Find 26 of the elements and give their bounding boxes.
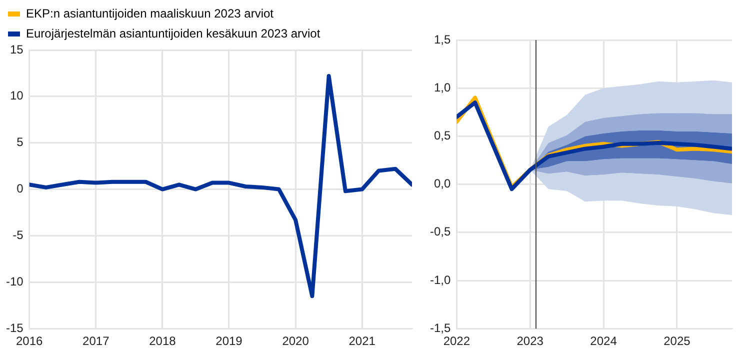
x-tick-label: 2023 — [516, 334, 544, 348]
y-tick-label: 10 — [10, 88, 24, 103]
x-tick-label: 2017 — [82, 334, 110, 348]
y-tick-label: 0 — [16, 182, 24, 196]
y-tick-label: -1,0 — [430, 272, 451, 287]
y-tick-label: 1,0 — [434, 80, 451, 94]
y-tick-label: 0,5 — [434, 128, 451, 143]
x-tick-label: 2021 — [348, 334, 376, 348]
y-tick-label: -10 — [6, 274, 24, 288]
x-tick-label: 2025 — [664, 334, 691, 348]
x-tick-label: 2019 — [216, 334, 243, 348]
y-tick-label: 0,0 — [434, 176, 451, 191]
x-tick-label: 2018 — [149, 334, 176, 348]
y-tick-label: 1,5 — [434, 32, 451, 46]
legend-label: Eurojärjestelmän asiantuntijoiden kesäkuun 2023 arviot — [26, 26, 321, 40]
y-tick-label: -15 — [6, 320, 24, 335]
x-tick-label: 2016 — [16, 334, 44, 348]
y-tick-label: 5 — [16, 135, 24, 150]
y-tick-label: -1,5 — [430, 320, 451, 335]
y-tick-label: 15 — [10, 42, 24, 56]
x-tick-label: 2020 — [282, 334, 310, 348]
legend-label: EKP:n asiantuntijoiden maaliskuun 2023 arviot — [26, 6, 274, 20]
y-tick-label: -0,5 — [430, 224, 451, 239]
x-tick-label: 2024 — [590, 334, 618, 348]
y-tick-label: -5 — [12, 228, 24, 242]
x-tick-label: 2022 — [443, 334, 470, 348]
